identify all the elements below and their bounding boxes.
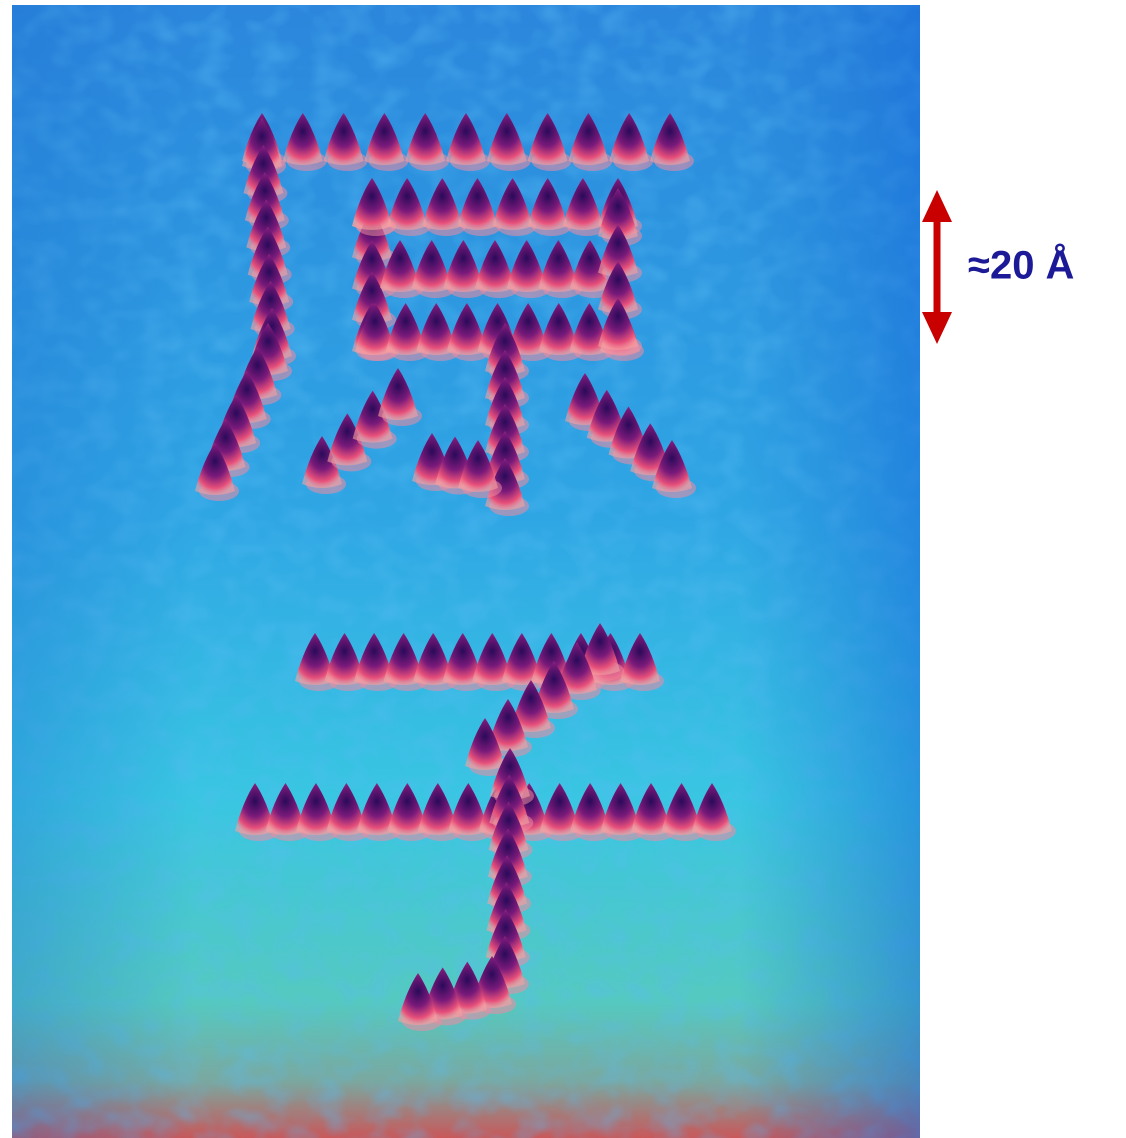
- page: {"scale_bar": {"label": "≈20 Å"}} html, …: [0, 0, 1126, 1138]
- scale-bar: [922, 190, 952, 344]
- stm-figure: ≈20 Å: [0, 0, 1126, 1138]
- scale-bar-label: ≈20 Å: [968, 243, 1074, 288]
- page-body: ≈20 Å (() => { const data = JSON.parse(d…: [0, 0, 1126, 1138]
- arrow-head-top: [922, 190, 952, 222]
- arrow-head-bottom: [922, 312, 952, 344]
